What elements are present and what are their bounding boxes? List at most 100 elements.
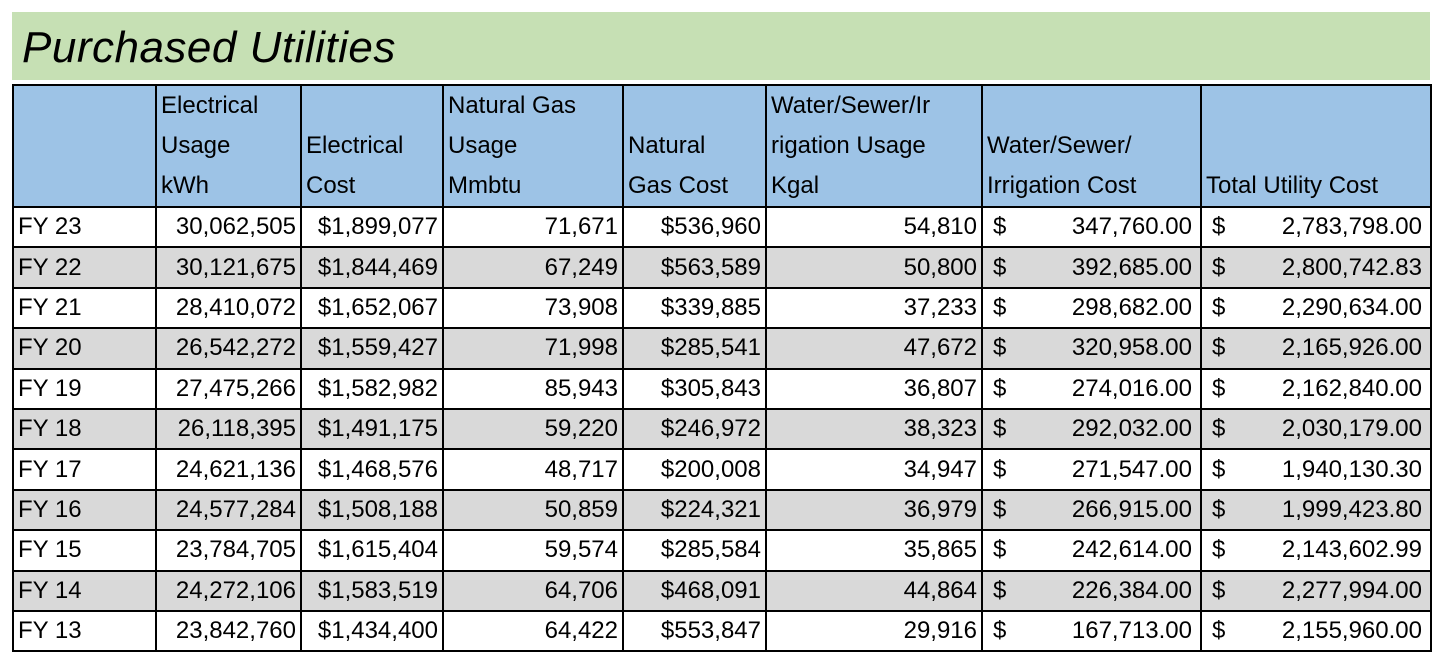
cell-electrical-usage: 26,542,272	[155, 327, 302, 370]
money-value: $274,016.00	[983, 371, 1200, 407]
cell-gas-cost: $339,885	[622, 286, 767, 330]
water-cost-amount: 266,915.00	[1071, 495, 1192, 523]
cell-water-cost: $271,547.00	[981, 448, 1202, 491]
money-value: $320,958.00	[983, 330, 1200, 366]
water-cost-amount: 347,760.00	[1071, 213, 1192, 241]
currency-symbol: $	[993, 576, 1007, 604]
water-cost-amount: 226,384.00	[1071, 576, 1192, 604]
cell-fiscal-year: FY 23	[12, 205, 157, 249]
cell-water-usage: 38,323	[765, 407, 983, 451]
currency-symbol: $	[993, 455, 1007, 483]
money-value: $2,277,994.00	[1202, 573, 1430, 609]
cell-electrical-cost: $1,508,188	[300, 488, 444, 532]
header-line: Mmbtu	[448, 172, 522, 199]
header-line: Irrigation Cost	[987, 172, 1137, 199]
cell-total-cost: $1,999,423.80	[1200, 488, 1432, 532]
cell-total-cost: $2,277,994.00	[1200, 569, 1432, 612]
cell-water-cost: $167,713.00	[981, 609, 1202, 653]
cell-gas-usage: 59,574	[442, 529, 624, 572]
header-line: Natural	[628, 132, 706, 159]
cell-gas-cost: $468,091	[622, 569, 767, 612]
header-electrical-cost: Electrical Cost	[300, 84, 444, 208]
cell-fiscal-year: FY 14	[12, 569, 157, 612]
total-cost-amount: 2,143,602.99	[1281, 536, 1422, 564]
cell-water-cost: $292,032.00	[981, 407, 1202, 451]
cell-electrical-cost: $1,491,175	[300, 407, 444, 451]
header-line: Usage	[448, 132, 518, 159]
cell-gas-cost: $285,584	[622, 529, 767, 572]
cell-water-cost: $266,915.00	[981, 488, 1202, 532]
header-water-cost: Water/Sewer/ Irrigation Cost	[981, 84, 1202, 208]
cell-electrical-cost: $1,582,982	[300, 367, 444, 410]
currency-symbol: $	[1212, 374, 1226, 402]
cell-electrical-cost: $1,844,469	[300, 246, 444, 289]
cell-fiscal-year: FY 17	[12, 448, 157, 491]
total-cost-amount: 2,165,926.00	[1281, 334, 1422, 362]
cell-water-cost: $392,685.00	[981, 246, 1202, 289]
money-value: $266,915.00	[983, 492, 1200, 528]
cell-gas-usage: 48,717	[442, 448, 624, 491]
cell-gas-cost: $536,960	[622, 205, 767, 249]
cell-water-cost: $347,760.00	[981, 205, 1202, 249]
currency-symbol: $	[993, 293, 1007, 321]
money-value: $2,030,179.00	[1202, 411, 1430, 447]
cell-electrical-usage: 30,062,505	[155, 205, 302, 249]
water-cost-amount: 242,614.00	[1071, 536, 1192, 564]
cell-fiscal-year: FY 22	[12, 246, 157, 289]
money-value: $1,999,423.80	[1202, 492, 1430, 528]
table-row: FY 14 24,272,106 $1,583,519 64,706 $468,091 4…	[12, 569, 1432, 612]
currency-symbol: $	[993, 253, 1007, 281]
water-cost-amount: 271,547.00	[1071, 455, 1192, 483]
cell-electrical-usage: 26,118,395	[155, 407, 302, 451]
cell-gas-cost: $305,843	[622, 367, 767, 410]
total-cost-amount: 2,277,994.00	[1281, 576, 1422, 604]
water-cost-amount: 167,713.00	[1071, 617, 1192, 645]
money-value: $2,783,798.00	[1202, 209, 1430, 245]
cell-gas-cost: $285,541	[622, 327, 767, 370]
table-row: FY 18 26,118,395 $1,491,175 59,220 $246,972 3…	[12, 407, 1432, 451]
header-line: Water/Sewer/	[987, 132, 1132, 159]
money-value: $271,547.00	[983, 452, 1200, 488]
table-row: FY 16 24,577,284 $1,508,188 50,859 $224,321 3…	[12, 488, 1432, 532]
cell-total-cost: $2,783,798.00	[1200, 205, 1432, 249]
header-water-usage: Water/Sewer/Ir rigation Usage Kgal	[765, 84, 983, 208]
money-value: $292,032.00	[983, 411, 1200, 447]
header-line: Kgal	[771, 172, 820, 199]
total-cost-amount: 1,999,423.80	[1281, 495, 1422, 523]
cell-water-cost: $242,614.00	[981, 529, 1202, 572]
currency-symbol: $	[993, 536, 1007, 564]
cell-water-usage: 29,916	[765, 609, 983, 653]
cell-fiscal-year: FY 21	[12, 286, 157, 330]
utilities-table: Electrical Usage kWh Electrical Cost Nat…	[12, 84, 1432, 653]
money-value: $2,290,634.00	[1202, 290, 1430, 326]
currency-symbol: $	[1212, 415, 1226, 443]
header-electrical-usage: Electrical Usage kWh	[155, 84, 302, 208]
cell-fiscal-year: FY 16	[12, 488, 157, 532]
cell-total-cost: $2,143,602.99	[1200, 529, 1432, 572]
cell-electrical-usage: 27,475,266	[155, 367, 302, 410]
cell-water-usage: 50,800	[765, 246, 983, 289]
cell-fiscal-year: FY 15	[12, 529, 157, 572]
cell-total-cost: $2,800,742.83	[1200, 246, 1432, 289]
total-cost-amount: 2,030,179.00	[1281, 415, 1422, 443]
money-value: $167,713.00	[983, 613, 1200, 649]
total-cost-amount: 2,290,634.00	[1281, 293, 1422, 321]
cell-gas-usage: 71,998	[442, 327, 624, 370]
cell-gas-cost: $553,847	[622, 609, 767, 653]
cell-gas-usage: 64,706	[442, 569, 624, 612]
cell-total-cost: $2,162,840.00	[1200, 367, 1432, 410]
cell-electrical-cost: $1,583,519	[300, 569, 444, 612]
cell-gas-cost: $246,972	[622, 407, 767, 451]
cell-electrical-usage: 30,121,675	[155, 246, 302, 289]
cell-water-cost: $274,016.00	[981, 367, 1202, 410]
cell-electrical-cost: $1,434,400	[300, 609, 444, 653]
money-value: $298,682.00	[983, 290, 1200, 326]
currency-symbol: $	[1212, 253, 1226, 281]
table-row: FY 20 26,542,272 $1,559,427 71,998 $285,541 4…	[12, 327, 1432, 370]
money-value: $242,614.00	[983, 532, 1200, 568]
cell-water-usage: 36,979	[765, 488, 983, 532]
header-line: Cost	[306, 172, 356, 199]
table-row: FY 21 28,410,072 $1,652,067 73,908 $339,885 3…	[12, 286, 1432, 330]
cell-total-cost: $2,030,179.00	[1200, 407, 1432, 451]
currency-symbol: $	[993, 374, 1007, 402]
